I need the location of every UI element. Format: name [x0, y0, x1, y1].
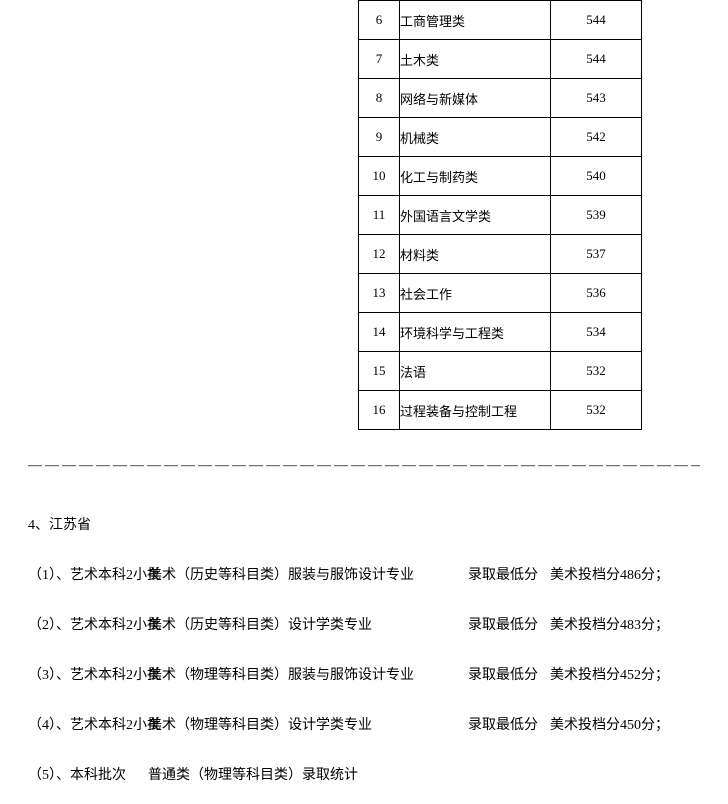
admission-line: （3）、艺术本科2小批美术（物理等科目类）服装与服饰设计专业录取最低分美术投档分… [28, 664, 700, 684]
major-score: 544 [551, 1, 642, 40]
major-score: 537 [551, 235, 642, 274]
major-score: 536 [551, 274, 642, 313]
major-score: 532 [551, 352, 642, 391]
major-name: 材料类 [400, 235, 551, 274]
line-number: （4）、艺术本科2小批 [28, 714, 148, 734]
section-title-jiangsu: 4、江苏省 [28, 514, 700, 534]
table-row: 7土木类544 [359, 40, 642, 79]
table-row: 13社会工作536 [359, 274, 642, 313]
line-category: 美术（物理等科目类）服装与服饰设计专业 [148, 664, 468, 684]
admission-line: （1）、艺术本科2小批美术（历史等科目类）服装与服饰设计专业录取最低分美术投档分… [28, 564, 700, 584]
row-index: 12 [359, 235, 400, 274]
table-row: 16过程装备与控制工程532 [359, 391, 642, 430]
table-row: 15法语532 [359, 352, 642, 391]
table-row: 6工商管理类544 [359, 1, 642, 40]
major-score: 542 [551, 118, 642, 157]
line-category: 普通类（物理等科目类）录取统计 [148, 764, 468, 784]
section-divider: ————————————————————————————————————————… [28, 458, 700, 474]
line-min-label: 录取最低分 [468, 664, 550, 684]
line-number: （1）、艺术本科2小批 [28, 564, 148, 584]
major-name: 网络与新媒体 [400, 79, 551, 118]
table-row: 11外国语言文学类539 [359, 196, 642, 235]
table-row: 14环境科学与工程类534 [359, 313, 642, 352]
line-score: 美术投档分483分； [550, 614, 669, 634]
row-index: 6 [359, 1, 400, 40]
score-table: 6工商管理类5447土木类5448网络与新媒体5439机械类54210化工与制药… [358, 0, 642, 430]
line-min-label: 录取最低分 [468, 564, 550, 584]
row-index: 11 [359, 196, 400, 235]
line-score: 美术投档分486分； [550, 564, 669, 584]
major-name: 外国语言文学类 [400, 196, 551, 235]
row-index: 9 [359, 118, 400, 157]
line-category: 美术（物理等科目类）设计学类专业 [148, 714, 468, 734]
major-name: 法语 [400, 352, 551, 391]
major-name: 机械类 [400, 118, 551, 157]
row-index: 15 [359, 352, 400, 391]
admission-line: （4）、艺术本科2小批美术（物理等科目类）设计学类专业录取最低分美术投档分450… [28, 714, 700, 734]
major-name: 过程装备与控制工程 [400, 391, 551, 430]
major-score: 532 [551, 391, 642, 430]
line-min-label: 录取最低分 [468, 714, 550, 734]
major-score: 544 [551, 40, 642, 79]
line-category: 美术（历史等科目类）设计学类专业 [148, 614, 468, 634]
line-score: 美术投档分450分； [550, 714, 669, 734]
table-row: 9机械类542 [359, 118, 642, 157]
row-index: 13 [359, 274, 400, 313]
line-min-label: 录取最低分 [468, 614, 550, 634]
line-number: （5）、本科批次 [28, 764, 148, 784]
major-name: 环境科学与工程类 [400, 313, 551, 352]
major-name: 社会工作 [400, 274, 551, 313]
line-min-label [468, 764, 550, 784]
table-row: 10化工与制药类540 [359, 157, 642, 196]
admission-line: （5）、本科批次普通类（物理等科目类）录取统计 [28, 764, 700, 784]
major-score: 543 [551, 79, 642, 118]
row-index: 8 [359, 79, 400, 118]
row-index: 7 [359, 40, 400, 79]
line-category: 美术（历史等科目类）服装与服饰设计专业 [148, 564, 468, 584]
major-score: 539 [551, 196, 642, 235]
table-row: 12材料类537 [359, 235, 642, 274]
major-score: 540 [551, 157, 642, 196]
admission-line: （2）、艺术本科2小批美术（历史等科目类）设计学类专业录取最低分美术投档分483… [28, 614, 700, 634]
major-name: 土木类 [400, 40, 551, 79]
major-score: 534 [551, 313, 642, 352]
line-number: （3）、艺术本科2小批 [28, 664, 148, 684]
line-score: 美术投档分452分； [550, 664, 669, 684]
row-index: 14 [359, 313, 400, 352]
major-name: 化工与制药类 [400, 157, 551, 196]
table-row: 8网络与新媒体543 [359, 79, 642, 118]
row-index: 16 [359, 391, 400, 430]
row-index: 10 [359, 157, 400, 196]
major-name: 工商管理类 [400, 1, 551, 40]
line-number: （2）、艺术本科2小批 [28, 614, 148, 634]
